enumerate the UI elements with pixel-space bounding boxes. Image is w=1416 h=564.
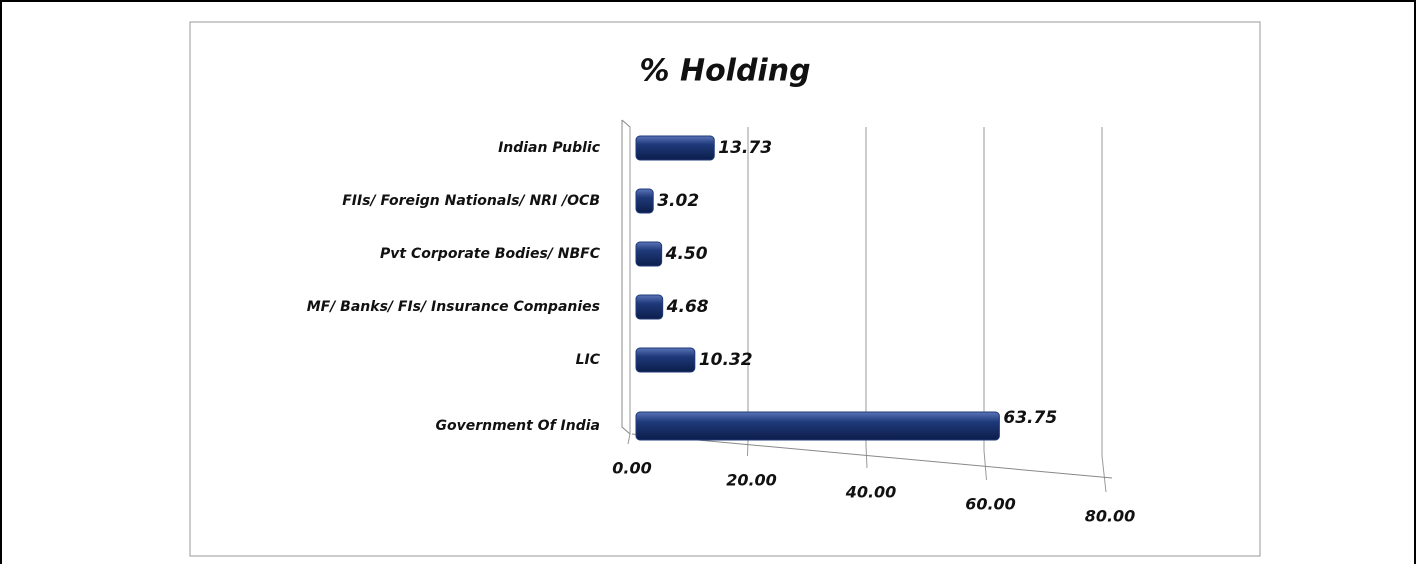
- x-tick-label: 40.00: [845, 483, 897, 502]
- grid-line: [1101, 127, 1107, 493]
- chart-area: [189, 21, 1261, 557]
- y-tick-label: MF/ Banks/ FIs/ Insurance Companies: [307, 299, 600, 315]
- y-tick-label: Pvt Corporate Bodies/ NBFC: [380, 246, 601, 262]
- bar: [635, 411, 1000, 441]
- bar: [635, 241, 663, 267]
- data-label: 63.75: [1003, 408, 1057, 428]
- grid-line: [747, 127, 749, 457]
- data-label: 4.50: [665, 244, 708, 264]
- bar: [635, 188, 654, 214]
- x-tick-label: 80.00: [1085, 507, 1136, 526]
- bar: [635, 347, 696, 373]
- data-label: 13.73: [718, 138, 772, 158]
- chart-title: % Holding: [639, 54, 810, 89]
- data-label: 10.32: [699, 350, 753, 370]
- x-tick-label: 20.00: [726, 471, 777, 490]
- grid-line: [983, 127, 987, 481]
- y-tick-label: Indian Public: [498, 140, 601, 156]
- x-tick-label: 60.00: [965, 495, 1016, 514]
- y-tick-label: FIIs/ Foreign Nationals/ NRI /OCB: [342, 193, 600, 209]
- data-label: 3.02: [657, 191, 699, 211]
- y-tick-label: LIC: [576, 352, 601, 368]
- floor-edge: [631, 433, 1113, 479]
- grid-line: [627, 127, 631, 445]
- grid-line: [865, 127, 868, 469]
- y-tick-label: Government Of India: [435, 418, 600, 434]
- bar: [635, 135, 715, 161]
- x-tick-label: 0.00: [612, 459, 651, 478]
- bar: [635, 294, 664, 320]
- data-label: 4.68: [666, 297, 709, 317]
